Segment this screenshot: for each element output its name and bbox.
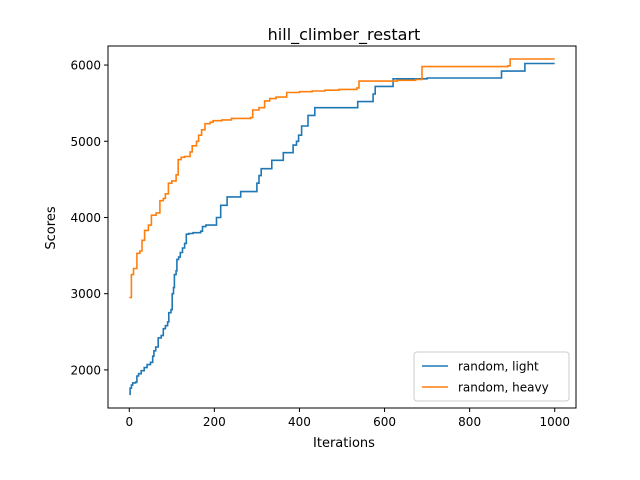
series-line-1 bbox=[129, 62, 555, 396]
x-tick-label: 1000 bbox=[539, 415, 570, 429]
x-tick-label: 0 bbox=[125, 415, 133, 429]
series-line-2 bbox=[129, 58, 555, 299]
legend: random, light random, heavy bbox=[413, 351, 570, 402]
y-tick-label: 6000 bbox=[70, 59, 101, 73]
x-tick-label: 400 bbox=[288, 415, 311, 429]
x-tick-label: 800 bbox=[458, 415, 481, 429]
legend-box bbox=[413, 351, 570, 402]
y-axis-label: Scores bbox=[44, 206, 59, 249]
y-tick-label: 2000 bbox=[70, 363, 101, 377]
legend-label-2: random, heavy bbox=[458, 381, 549, 395]
legend-label-1: random, light bbox=[458, 360, 539, 374]
y-tick-label: 3000 bbox=[70, 287, 101, 301]
x-axis-label: Iterations bbox=[313, 436, 375, 451]
y-tick-label: 5000 bbox=[70, 135, 101, 149]
chart-title: hill_climber_restart bbox=[268, 25, 421, 45]
plot-lines bbox=[129, 58, 555, 396]
axes: 0 200 400 600 800 1000 2000 3000 4000 5000 6000 bbox=[70, 45, 577, 429]
y-tick-label: 4000 bbox=[70, 211, 101, 225]
x-tick-label: 600 bbox=[373, 415, 396, 429]
x-tick-label: 200 bbox=[203, 415, 226, 429]
plot-frame bbox=[107, 45, 577, 409]
